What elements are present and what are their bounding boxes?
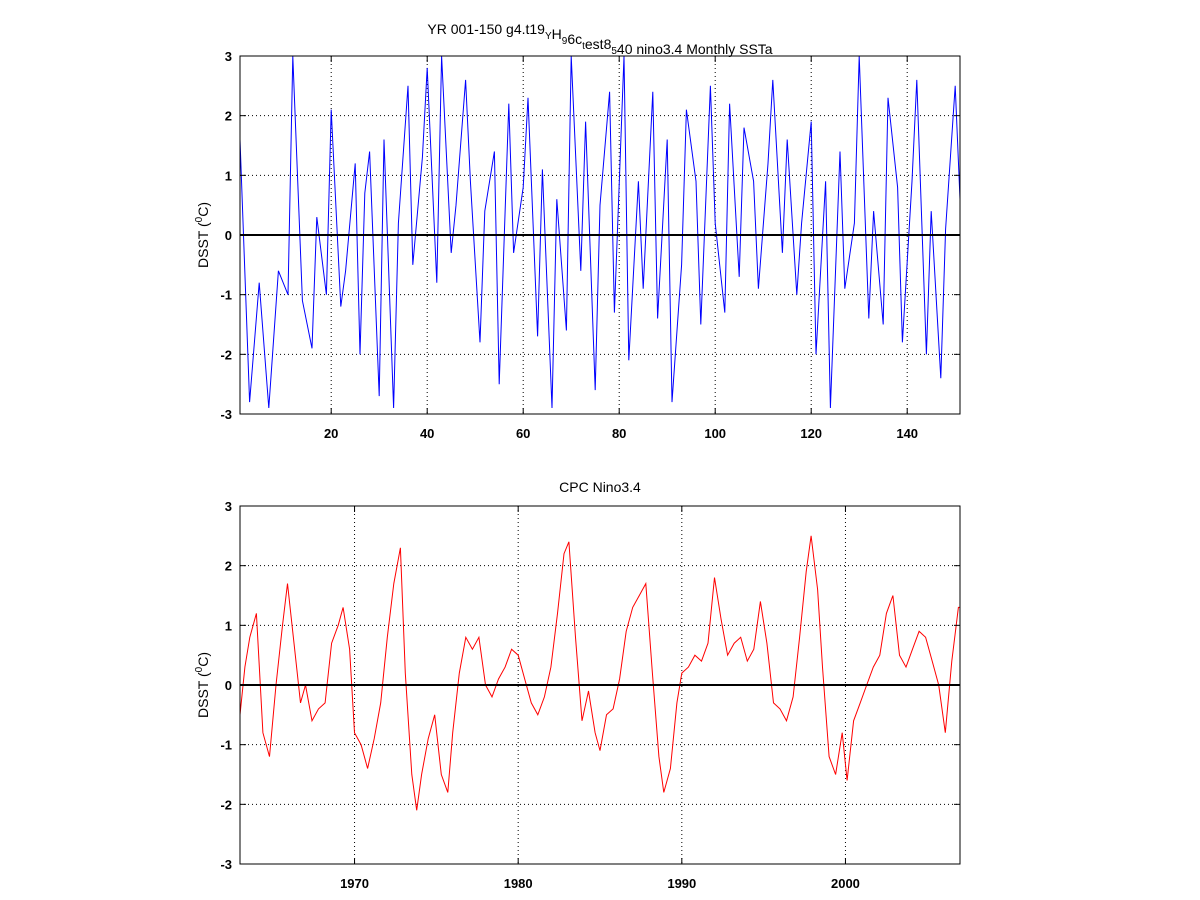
y-axis-label: DSST (0C) xyxy=(194,202,211,268)
y-tick-label: -2 xyxy=(220,797,232,812)
y-tick-label: -3 xyxy=(220,407,232,422)
y-tick-label: 2 xyxy=(225,109,232,124)
chart-title: CPC Nino3.4 xyxy=(559,479,641,495)
chart-title: YR 001-150 g4.t19YH96ctest8540 nino3.4 M… xyxy=(427,21,772,57)
x-tick-label: 120 xyxy=(800,426,822,441)
x-tick-label: 140 xyxy=(896,426,918,441)
y-tick-label: 0 xyxy=(225,678,232,693)
y-tick-label: -3 xyxy=(220,857,232,872)
series-line-top xyxy=(240,56,960,409)
chart-panel-top: 20 40 60 80 100 120 140 -3 -2 -1 0 1 2 3 YR 001-150 g4… xyxy=(194,21,961,441)
x-tick-label: 40 xyxy=(420,426,434,441)
x-tick-label: 60 xyxy=(516,426,530,441)
y-tick-label: -1 xyxy=(220,738,232,753)
y-tick-label: -1 xyxy=(220,288,232,303)
y-tick-label: 1 xyxy=(225,168,232,183)
x-tick-label: 100 xyxy=(704,426,726,441)
x-tick-label: 2000 xyxy=(831,876,860,891)
x-tick-label: 1980 xyxy=(504,876,533,891)
y-tick-label: 0 xyxy=(225,228,232,243)
x-tick-label: 1970 xyxy=(340,876,369,891)
chart-panel-bottom: 1970 1980 1990 2000 -3 -2 -1 0 1 2 3 CPC Nino3.4 DSS… xyxy=(194,479,961,891)
y-tick-label: 1 xyxy=(225,618,232,633)
y-axis-label: DSST (0C) xyxy=(194,652,211,718)
x-tick-label: 1990 xyxy=(667,876,696,891)
y-tick-label: 2 xyxy=(225,559,232,574)
y-tick-label: 3 xyxy=(225,499,232,514)
y-tick-label: -2 xyxy=(220,347,232,362)
y-tick-label: 3 xyxy=(225,49,232,64)
series-line-bottom xyxy=(240,535,960,811)
x-tick-label: 20 xyxy=(324,426,338,441)
x-tick-label: 80 xyxy=(612,426,626,441)
